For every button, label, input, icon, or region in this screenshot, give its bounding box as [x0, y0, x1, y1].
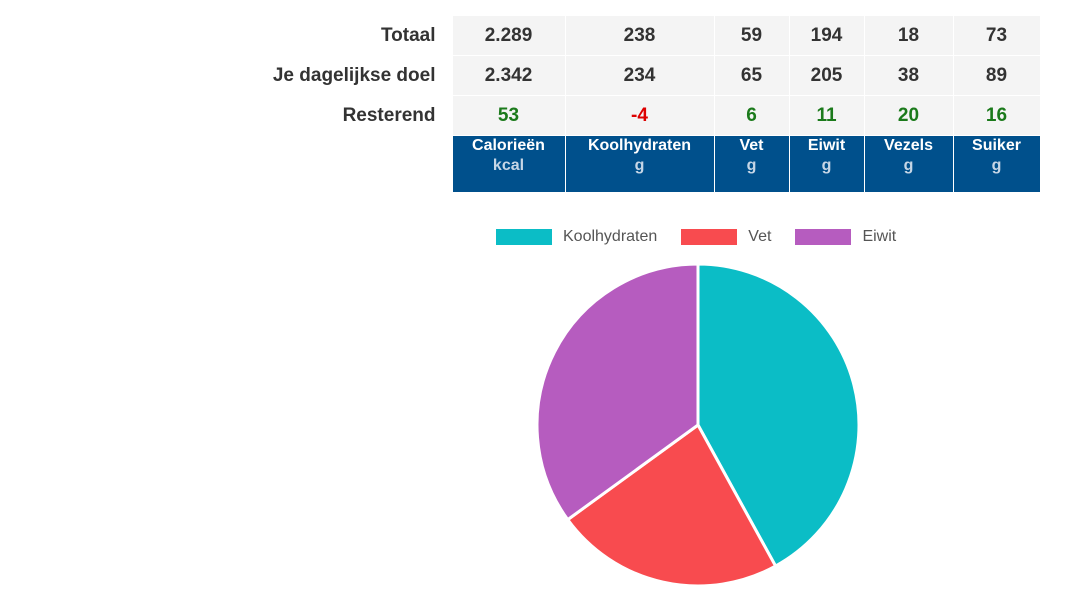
header-unit: g [634, 157, 645, 174]
pie-slice-vet[interactable] [565, 422, 778, 588]
row-label-resterend: Resterend [0, 95, 452, 136]
header-unit: g [903, 157, 914, 174]
pie-slice-koolhydraten[interactable] [696, 262, 861, 569]
header-unit: g [991, 157, 1002, 174]
cell-resterend-calorieen: 53 [451, 95, 565, 136]
header-name: Vezels [884, 137, 933, 154]
legend-item-eiwit[interactable]: Eiwit [795, 228, 896, 246]
header-blank [0, 135, 452, 192]
column-header-eiwit: Eiwit g [788, 135, 864, 192]
nutrition-summary-table: Totaal 2.289 238 59 194 18 73 Je dagelij… [0, 16, 1040, 192]
header-unit: g [821, 157, 832, 174]
header-name: Vet [739, 137, 764, 154]
row-label-totaal: Totaal [0, 16, 452, 56]
legend-item-vet[interactable]: Vet [681, 228, 771, 246]
cell-doel-suiker: 89 [952, 55, 1040, 96]
column-header-vet: Vet g [713, 135, 789, 192]
cell-resterend-vezels: 20 [863, 95, 953, 136]
column-header-calorieen: Calorieën kcal [451, 135, 565, 192]
row-totaal: Totaal 2.289 238 59 194 18 73 [0, 16, 1040, 56]
column-header-vezels: Vezels g [863, 135, 953, 192]
cell-resterend-koolhydraten: -4 [564, 95, 714, 136]
legend-swatch-vet [681, 229, 738, 245]
cell-totaal-calorieen: 2.289 [451, 16, 565, 56]
legend-label-koolhydraten: Koolhydraten [563, 228, 658, 245]
column-header-suiker: Suiker g [952, 135, 1040, 192]
legend-swatch-koolhydraten [496, 229, 552, 245]
header-name: Eiwit [807, 137, 846, 154]
row-resterend: Resterend 53 -4 6 11 20 16 [0, 95, 1040, 136]
header-unit: kcal [492, 157, 525, 174]
cell-doel-calorieen: 2.342 [451, 55, 565, 96]
legend-swatch-eiwit [795, 229, 852, 245]
legend-item-koolhydraten[interactable]: Koolhydraten [496, 228, 657, 246]
header-name: Koolhydraten [587, 137, 692, 154]
cell-totaal-vet: 59 [713, 16, 789, 56]
cell-totaal-koolhydraten: 238 [564, 16, 714, 56]
cell-totaal-suiker: 73 [952, 16, 1040, 56]
legend-label-vet: Vet [748, 228, 772, 245]
header-unit: g [746, 157, 757, 174]
row-dagelijkse-doel: Je dagelijkse doel 2.342 234 65 205 38 8… [0, 55, 1040, 96]
pie-slice-eiwit[interactable] [535, 262, 700, 522]
cell-resterend-eiwit: 11 [788, 95, 864, 136]
chart-legend: Koolhydraten Vet Eiwit [496, 227, 920, 247]
column-header-row: Calorieën kcal Koolhydraten g Vet g Eiwit g … [0, 135, 1040, 192]
column-header-koolhydraten: Koolhydraten g [564, 135, 714, 192]
cell-doel-vezels: 38 [863, 55, 953, 96]
row-label-dagelijkse-doel: Je dagelijkse doel [0, 55, 452, 96]
cell-resterend-vet: 6 [713, 95, 789, 136]
cell-resterend-suiker: 16 [952, 95, 1040, 136]
legend-label-eiwit: Eiwit [862, 228, 897, 245]
cell-totaal-vezels: 18 [863, 16, 953, 56]
cell-doel-koolhydraten: 234 [564, 55, 714, 96]
cell-doel-eiwit: 205 [788, 55, 864, 96]
cell-doel-vet: 65 [713, 55, 789, 96]
header-name: Suiker [972, 137, 1021, 154]
cell-totaal-eiwit: 194 [788, 16, 864, 56]
header-name: Calorieën [472, 137, 545, 154]
